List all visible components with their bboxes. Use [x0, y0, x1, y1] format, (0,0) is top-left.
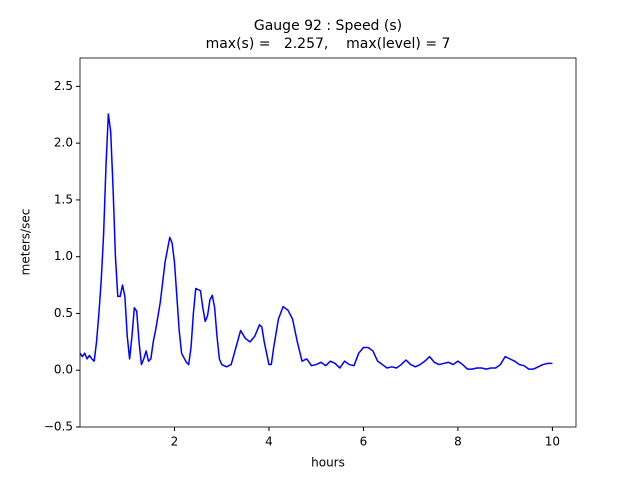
y-tick-label: 2.5: [54, 79, 73, 93]
x-axis-label: hours: [311, 456, 345, 470]
x-tick-label: 8: [454, 435, 462, 449]
y-tick-label: 0.5: [54, 306, 73, 320]
y-tick-label: 2.0: [54, 136, 73, 150]
plot-frame: [79, 57, 577, 428]
chart-title: Gauge 92 : Speed (s): [254, 18, 402, 34]
x-tick-label: 6: [360, 435, 368, 449]
chart-subtitle: max(s) = 2.257, max(level) = 7: [206, 36, 451, 52]
x-tick-label: 10: [545, 435, 560, 449]
y-axis-label: meters/sec: [19, 209, 33, 276]
y-tick-label: −0.5: [44, 420, 73, 434]
x-tick-label: 4: [265, 435, 273, 449]
y-tick-label: 1.5: [54, 192, 73, 206]
y-tick-label: 0.0: [54, 363, 73, 377]
y-tick-label: 1.0: [54, 249, 73, 263]
x-tick-label: 2: [171, 435, 179, 449]
data-line: [79, 113, 553, 370]
